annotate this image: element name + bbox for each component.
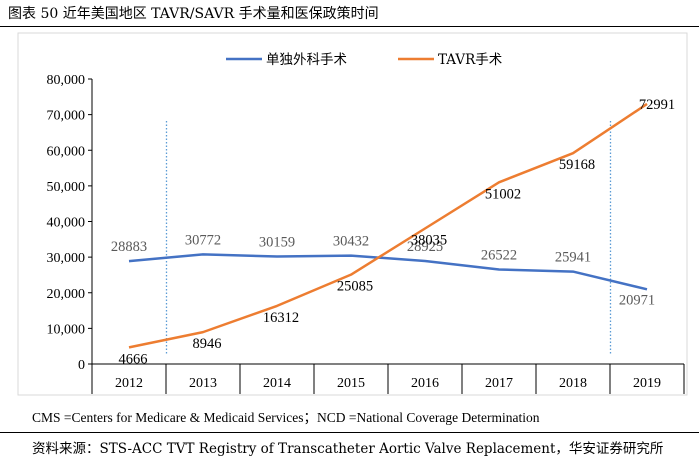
x-tick-label: 2014 <box>263 376 291 391</box>
data-label-tavr: 4666 <box>119 351 148 367</box>
y-tick-label: 10,000 <box>47 322 86 337</box>
y-tick-label: 80,000 <box>47 73 86 88</box>
data-label-savr: 26522 <box>481 248 517 264</box>
x-tick-label: 2012 <box>115 376 143 391</box>
data-label-tavr: 38035 <box>411 233 447 249</box>
data-label-savr: 30772 <box>185 232 221 248</box>
data-label-tavr: 51002 <box>485 186 521 202</box>
x-tick-label: 2015 <box>337 376 365 391</box>
y-tick-label: 30,000 <box>47 251 86 266</box>
series-line-savr <box>128 253 648 291</box>
data-label-tavr: 8946 <box>193 336 222 352</box>
data-label-savr: 30159 <box>259 235 295 251</box>
legend-label-tavr: TAVR手术 <box>438 52 502 68</box>
data-label-savr: 30432 <box>333 234 369 250</box>
figure-title: 图表 50 近年美国地区 TAVR/SAVR 手术量和医保政策时间 <box>8 6 379 22</box>
x-tick-label: 2013 <box>189 376 217 391</box>
data-label-tavr: 16312 <box>263 310 299 326</box>
x-tick-label: 2018 <box>559 376 587 391</box>
y-tick-label: 50,000 <box>47 180 86 195</box>
data-label-savr: 25941 <box>555 250 591 266</box>
y-tick-label: 20,000 <box>47 287 86 302</box>
source-note: 资料来源：STS-ACC TVT Registry of Transcathet… <box>32 441 664 457</box>
y-tick-label: 40,000 <box>47 216 86 231</box>
data-label-tavr: 25085 <box>337 279 373 295</box>
y-tick-label: 0 <box>78 358 85 373</box>
data-label-savr: 28883 <box>111 239 147 255</box>
data-label-tavr: 72991 <box>639 97 675 113</box>
data-label-tavr: 59168 <box>559 157 595 173</box>
bottom-rule <box>0 432 699 433</box>
y-tick-label: 60,000 <box>47 144 86 159</box>
data-label-savr: 20971 <box>619 292 655 308</box>
data-label-savr: 28925 <box>407 239 443 255</box>
footnote: CMS =Centers for Medicare & Medicaid Ser… <box>32 410 540 425</box>
legend: 单独外科手术 TAVR手术 <box>226 52 502 68</box>
legend-label-savr: 单独外科手术 <box>266 52 347 68</box>
top-rule <box>0 26 699 27</box>
x-tick-label: 2017 <box>485 376 513 391</box>
x-tick-label: 2019 <box>633 376 661 391</box>
chart-frame <box>17 32 688 396</box>
y-tick-label: 70,000 <box>47 109 86 124</box>
series-line-tavr <box>128 102 648 349</box>
x-tick-label: 2016 <box>411 376 439 391</box>
